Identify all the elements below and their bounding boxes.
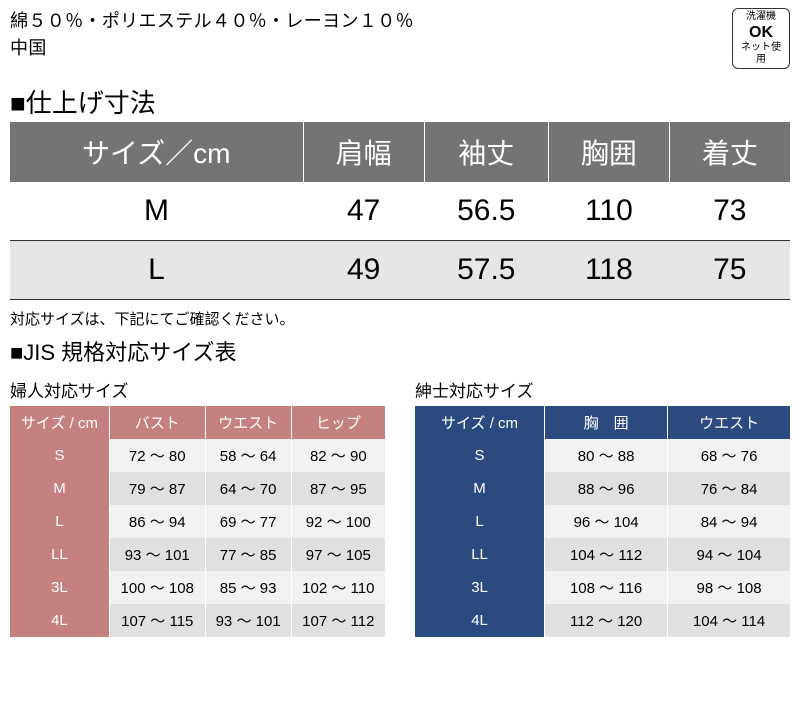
main-h3: 胸囲 — [548, 122, 669, 182]
table-row: LL93 ～ 10177 ～ 8597 ～ 105 — [10, 538, 385, 571]
men-caption: 紳士対応サイズ — [415, 377, 790, 402]
table-row: M 47 56.5 110 73 — [10, 182, 790, 241]
main-size-table: サイズ／cm 肩幅 袖丈 胸囲 着丈 M 47 56.5 110 73 L 49… — [10, 122, 790, 300]
women-caption: 婦人対応サイズ — [10, 377, 385, 402]
material-line2: 中国 — [10, 35, 414, 62]
main-title: ■仕上げ寸法 — [10, 83, 790, 120]
wash-badge: 洗濯機 OK ネット使用 — [732, 8, 790, 69]
jis-title: ■JIS 規格対応サイズ表 — [10, 335, 790, 367]
wash-l2: OK — [737, 23, 785, 42]
table-row: M79 ～ 8764 ～ 7087 ～ 95 — [10, 472, 385, 505]
main-h0: サイズ／cm — [10, 122, 303, 182]
main-header-row: サイズ／cm 肩幅 袖丈 胸囲 着丈 — [10, 122, 790, 182]
table-row: L96 ～ 10484 ～ 94 — [415, 505, 790, 538]
men-table: サイズ / cm 胸 囲 ウエスト S80 ～ 8868 ～ 76M88 ～ 9… — [415, 406, 790, 637]
table-row: 4L112 ～ 120104 ～ 114 — [415, 604, 790, 637]
table-row: L86 ～ 9469 ～ 7792 ～ 100 — [10, 505, 385, 538]
main-h1: 肩幅 — [303, 122, 424, 182]
material-line1: 綿５０％・ポリエステル４０％・レーヨン１０％ — [10, 8, 414, 35]
material-info: 綿５０％・ポリエステル４０％・レーヨン１０％ 中国 — [10, 8, 414, 62]
table-row: LL104 ～ 11294 ～ 104 — [415, 538, 790, 571]
table-row: S72 ～ 8058 ～ 6482 ～ 90 — [10, 439, 385, 472]
table-row: 3L100 ～ 10885 ～ 93102 ～ 110 — [10, 571, 385, 604]
wash-l1: 洗濯機 — [737, 11, 785, 23]
wash-l3: ネット使用 — [737, 42, 785, 66]
women-header: サイズ / cm バスト ウエスト ヒップ — [10, 406, 385, 439]
table-row: L 49 57.5 118 75 — [10, 241, 790, 300]
main-h4: 着丈 — [670, 122, 790, 182]
women-table: サイズ / cm バスト ウエスト ヒップ S72 ～ 8058 ～ 6482 … — [10, 406, 385, 637]
table-row: S80 ～ 8868 ～ 76 — [415, 439, 790, 472]
table-row: 3L108 ～ 11698 ～ 108 — [415, 571, 790, 604]
main-h2: 袖丈 — [424, 122, 548, 182]
men-header: サイズ / cm 胸 囲 ウエスト — [415, 406, 790, 439]
table-row: M88 ～ 9676 ～ 84 — [415, 472, 790, 505]
table-row: 4L107 ～ 11593 ～ 101107 ～ 112 — [10, 604, 385, 637]
note: 対応サイズは、下記にてご確認ください。 — [10, 308, 790, 329]
